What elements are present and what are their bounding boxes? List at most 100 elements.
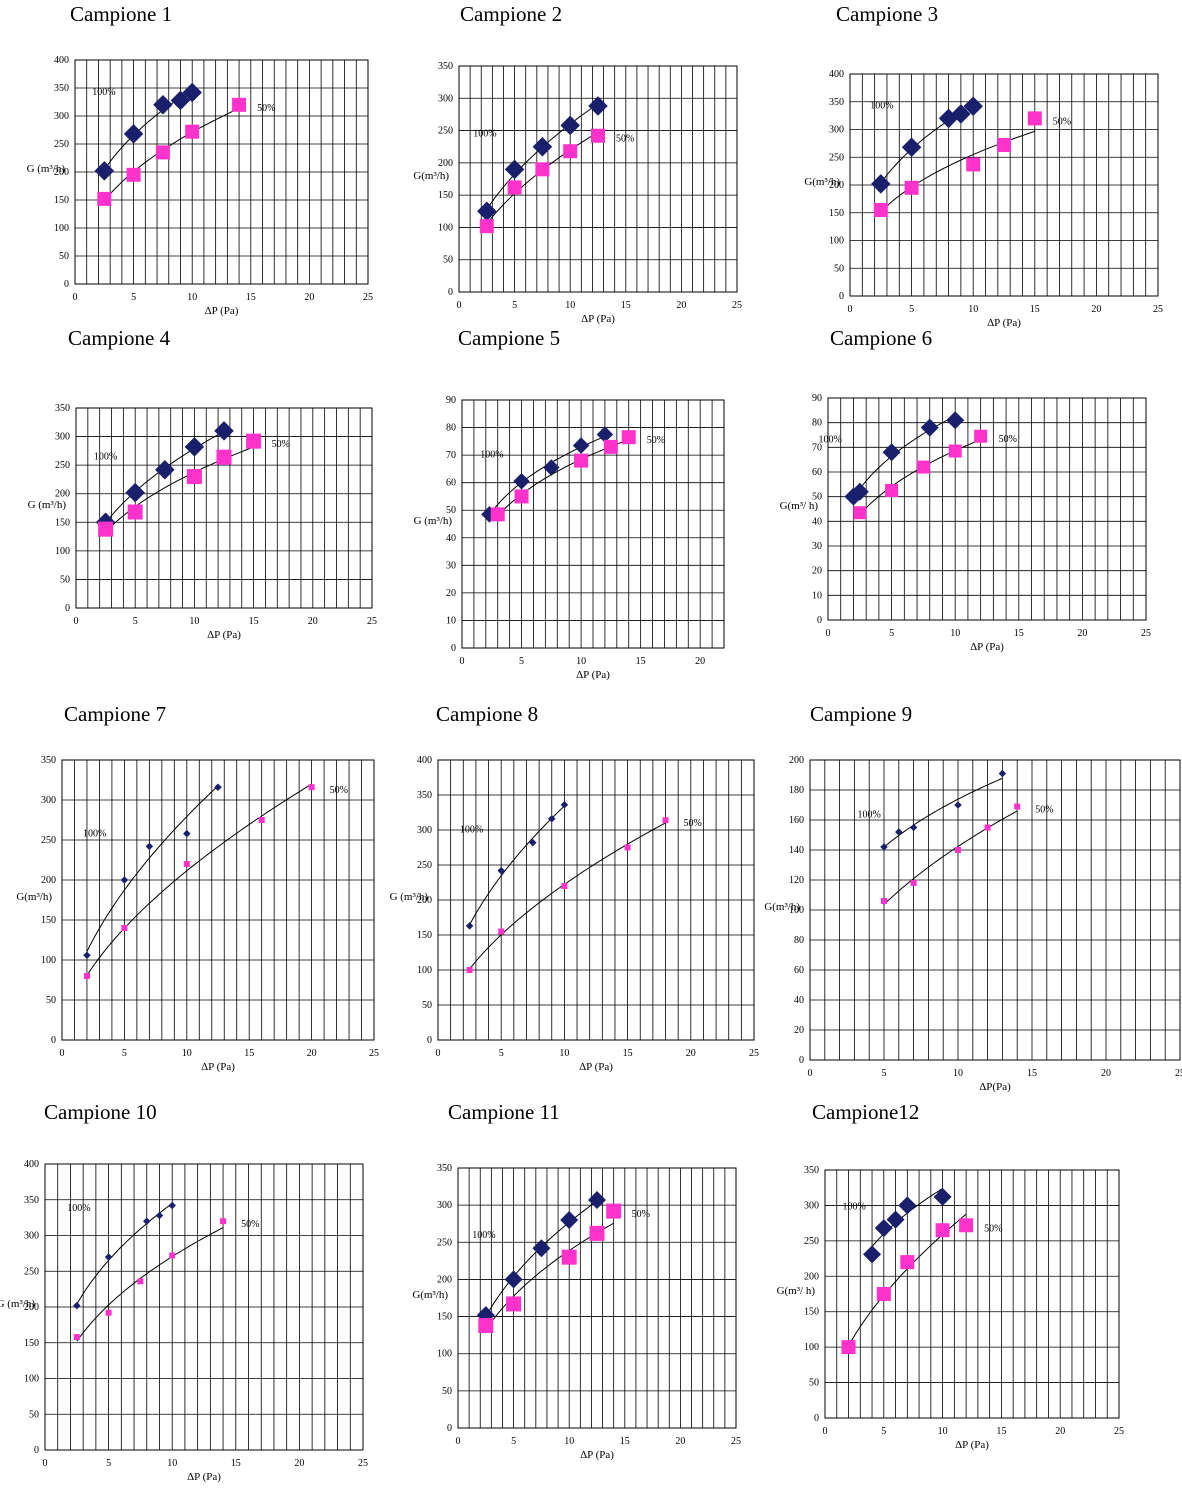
y-tick-label: 120 <box>789 875 804 886</box>
point-50 <box>621 430 636 445</box>
point-100 <box>895 828 903 836</box>
x-tick-label: 0 <box>74 616 79 627</box>
chart-plot: 0 50 100 150 200 250 300 350 400 0 5 10 15 20 25 ΔP (Pa… <box>27 55 373 317</box>
y-tick-label: 90 <box>446 395 456 406</box>
chart-plot: 0 50 100 150 200 250 300 350 0 5 10 15 20 25 ΔP (Pa) G … <box>28 403 377 641</box>
y-tick-label: 60 <box>794 965 804 976</box>
trend-line-100 <box>852 415 956 498</box>
point-50 <box>98 521 114 537</box>
y-tick-label: 250 <box>804 1236 819 1247</box>
y-tick-label: 50 <box>60 574 70 585</box>
y-tick-label: 350 <box>829 97 844 108</box>
point-50 <box>478 1317 494 1333</box>
chart-plot: 0 20 40 60 80 100 120 140 160 180 200 0 5 10 15 20 25 ΔP(… <box>764 755 1182 1093</box>
point-50 <box>916 460 930 474</box>
y-tick-label: 0 <box>817 615 822 626</box>
point-50 <box>514 489 529 504</box>
point-100 <box>963 96 983 116</box>
x-tick-label: 10 <box>187 292 197 303</box>
point-50 <box>574 453 589 468</box>
x-tick-label: 25 <box>363 292 373 303</box>
y-tick-label: 350 <box>24 1195 39 1206</box>
chart-title: Campione 7 <box>64 702 167 726</box>
y-tick-label: 100 <box>41 955 56 966</box>
point-50 <box>841 1340 856 1355</box>
x-tick-label: 20 <box>686 1048 696 1059</box>
x-tick-label: 25 <box>749 1048 759 1059</box>
series-label-100: 100% <box>480 450 503 461</box>
point-50 <box>506 1296 522 1312</box>
chart-plot: 0 50 100 150 200 250 300 350 400 0 5 10 15 20 25 ΔP (Pa… <box>804 69 1163 329</box>
y-tick-label: 0 <box>839 291 844 302</box>
x-tick-label: 5 <box>909 304 914 315</box>
y-tick-label: 60 <box>446 478 456 489</box>
y-tick-label: 100 <box>438 222 453 233</box>
plot-area <box>824 1169 1120 1419</box>
point-50 <box>974 429 988 443</box>
x-tick-label: 15 <box>636 656 646 667</box>
y-tick-label: 150 <box>829 208 844 219</box>
point-100 <box>155 1211 164 1220</box>
y-tick-label: 50 <box>442 1386 452 1397</box>
series-label-50: 50% <box>241 1219 259 1230</box>
chart-title: Campione12 <box>812 1100 920 1124</box>
chart-title: Campione 11 <box>448 1100 560 1124</box>
plot-area <box>75 407 373 609</box>
y-tick-label: 300 <box>55 432 70 443</box>
x-tick-label: 15 <box>244 1048 254 1059</box>
x-tick-label: 0 <box>823 1426 828 1437</box>
point-50 <box>885 484 899 497</box>
x-tick-label: 20 <box>1101 1068 1111 1079</box>
x-tick-label: 10 <box>167 1458 177 1469</box>
chart-plot: 0 10 20 30 40 50 60 70 80 90 0 5 10 15 20 25 ΔP (Pa) G(m³… <box>780 393 1151 653</box>
y-tick-label: 150 <box>41 915 56 926</box>
series-label-50: 50% <box>984 1223 1002 1234</box>
y-tick-label: 80 <box>812 418 822 429</box>
x-tick-label: 25 <box>1175 1068 1182 1079</box>
x-tick-label: 0 <box>457 300 462 311</box>
x-tick-label: 10 <box>968 304 978 315</box>
point-50 <box>498 928 505 935</box>
x-tick-label: 25 <box>369 1048 379 1059</box>
y-tick-label: 200 <box>41 875 56 886</box>
x-tick-label: 0 <box>73 292 78 303</box>
point-50 <box>73 1334 80 1341</box>
y-tick-label: 200 <box>54 167 69 178</box>
point-50 <box>591 128 605 143</box>
y-tick-label: 80 <box>794 935 804 946</box>
trend-line-100 <box>86 785 219 952</box>
y-tick-label: 0 <box>427 1035 432 1046</box>
y-tick-label: 90 <box>812 393 822 404</box>
point-100 <box>143 1217 151 1225</box>
plot-area <box>457 1167 737 1429</box>
chart-title: Campione 1 <box>70 2 173 26</box>
point-50 <box>561 1249 577 1265</box>
y-tick-label: 300 <box>438 93 453 104</box>
x-axis-label: ΔP (Pa) <box>201 1061 235 1073</box>
point-100 <box>560 115 580 136</box>
y-tick-label: 200 <box>55 489 70 500</box>
point-100 <box>465 922 474 930</box>
point-50 <box>624 844 631 851</box>
y-tick-label: 100 <box>24 1374 39 1385</box>
point-50 <box>232 97 247 112</box>
y-tick-label: 300 <box>829 125 844 136</box>
x-tick-label: 25 <box>1114 1426 1124 1437</box>
y-axis-label: G(m³/ h) <box>780 500 819 512</box>
x-tick-label: 5 <box>133 616 138 627</box>
point-100 <box>951 104 971 124</box>
point-100 <box>543 459 560 476</box>
y-tick-label: 100 <box>417 965 432 976</box>
point-100 <box>596 426 614 443</box>
x-tick-label: 20 <box>675 1436 685 1447</box>
x-tick-label: 10 <box>564 1436 574 1447</box>
y-tick-label: 300 <box>24 1231 39 1242</box>
point-100 <box>886 1210 905 1229</box>
series-label-100: 100% <box>83 828 106 839</box>
y-tick-label: 400 <box>54 55 69 66</box>
x-axis-label: ΔP (Pa) <box>187 1471 221 1483</box>
series-label-50: 50% <box>647 435 665 446</box>
x-tick-label: 20 <box>307 1048 317 1059</box>
point-50 <box>183 861 190 867</box>
series-label-100: 100% <box>842 1202 865 1213</box>
